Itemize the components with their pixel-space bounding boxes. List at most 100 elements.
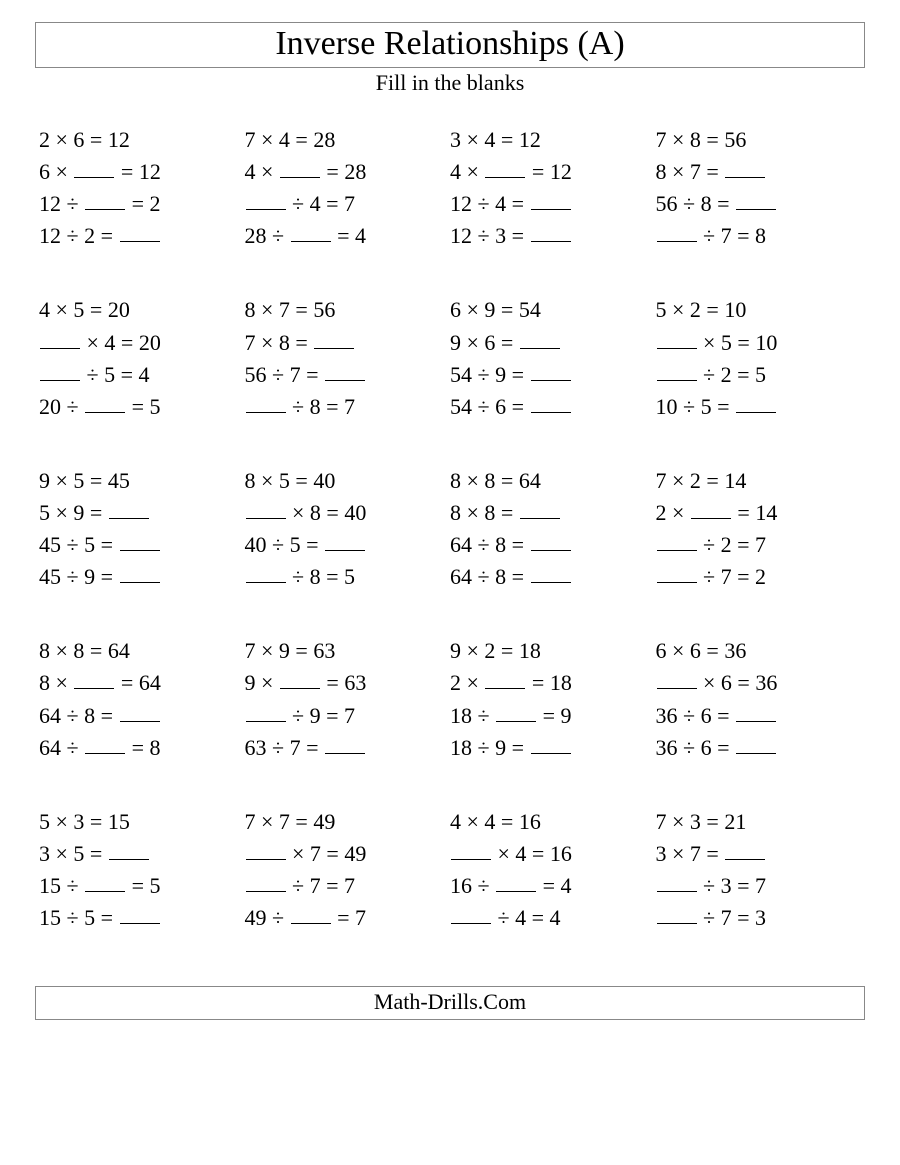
answer-blank[interactable] bbox=[280, 668, 320, 690]
problem-group: 5 × 3 = 153 × 5 = 15 ÷ = 515 ÷ 5 = bbox=[39, 806, 245, 934]
operator: × bbox=[50, 468, 73, 493]
number: 8 bbox=[150, 735, 161, 760]
answer-blank[interactable] bbox=[485, 668, 525, 690]
answer-blank[interactable] bbox=[485, 156, 525, 178]
operator: ÷ bbox=[492, 905, 515, 930]
operator: = bbox=[732, 670, 755, 695]
answer-blank[interactable] bbox=[657, 359, 697, 381]
answer-blank[interactable] bbox=[74, 156, 114, 178]
answer-blank[interactable] bbox=[657, 902, 697, 924]
answer-blank[interactable] bbox=[657, 668, 697, 690]
answer-blank[interactable] bbox=[531, 391, 571, 413]
answer-blank[interactable] bbox=[109, 497, 149, 519]
equation-line: 63 ÷ 7 = bbox=[245, 732, 451, 764]
answer-blank[interactable] bbox=[451, 902, 491, 924]
number: 15 bbox=[108, 809, 130, 834]
answer-blank[interactable] bbox=[725, 156, 765, 178]
equation-line: 7 × 4 = 28 bbox=[245, 124, 451, 156]
equation-line: 64 ÷ = 8 bbox=[39, 732, 245, 764]
equation-line: 36 ÷ 6 = bbox=[656, 700, 862, 732]
answer-blank[interactable] bbox=[246, 838, 286, 860]
answer-blank[interactable] bbox=[291, 220, 331, 242]
problem-group: 5 × 2 = 10 × 5 = 10 ÷ 2 = 510 ÷ 5 = bbox=[656, 294, 862, 422]
answer-blank[interactable] bbox=[120, 700, 160, 722]
number: 9 bbox=[245, 670, 256, 695]
answer-blank[interactable] bbox=[531, 561, 571, 583]
answer-blank[interactable] bbox=[120, 220, 160, 242]
answer-blank[interactable] bbox=[120, 529, 160, 551]
answer-blank[interactable] bbox=[40, 327, 80, 349]
answer-blank[interactable] bbox=[691, 497, 731, 519]
number: 3 bbox=[39, 841, 50, 866]
answer-blank[interactable] bbox=[85, 732, 125, 754]
equation-line: 54 ÷ 6 = bbox=[450, 391, 656, 423]
problem-group: 3 × 4 = 124 × = 1212 ÷ 4 = 12 ÷ 3 = bbox=[450, 124, 656, 252]
number: 9 bbox=[39, 468, 50, 493]
answer-blank[interactable] bbox=[291, 902, 331, 924]
answer-blank[interactable] bbox=[246, 391, 286, 413]
answer-blank[interactable] bbox=[531, 732, 571, 754]
answer-blank[interactable] bbox=[657, 220, 697, 242]
number: 3 bbox=[690, 809, 701, 834]
equation-line: 56 ÷ 8 = bbox=[656, 188, 862, 220]
number: 5 bbox=[279, 468, 290, 493]
answer-blank[interactable] bbox=[280, 156, 320, 178]
number: 8 bbox=[310, 564, 321, 589]
equation-line: 7 × 2 = 14 bbox=[656, 465, 862, 497]
operator: × bbox=[461, 468, 484, 493]
operator: = bbox=[321, 191, 344, 216]
answer-blank[interactable] bbox=[736, 188, 776, 210]
answer-blank[interactable] bbox=[736, 700, 776, 722]
answer-blank[interactable] bbox=[325, 732, 365, 754]
number: 7 bbox=[690, 841, 701, 866]
answer-blank[interactable] bbox=[736, 732, 776, 754]
number: 4 bbox=[495, 191, 506, 216]
answer-blank[interactable] bbox=[657, 561, 697, 583]
answer-blank[interactable] bbox=[246, 497, 286, 519]
answer-blank[interactable] bbox=[85, 391, 125, 413]
operator: ÷ bbox=[267, 362, 290, 387]
operator: × bbox=[50, 500, 73, 525]
answer-blank[interactable] bbox=[246, 700, 286, 722]
answer-blank[interactable] bbox=[531, 220, 571, 242]
answer-blank[interactable] bbox=[325, 529, 365, 551]
answer-blank[interactable] bbox=[496, 870, 536, 892]
answer-blank[interactable] bbox=[520, 327, 560, 349]
answer-blank[interactable] bbox=[74, 668, 114, 690]
number: 2 bbox=[656, 500, 667, 525]
answer-blank[interactable] bbox=[725, 838, 765, 860]
number: 36 bbox=[724, 638, 746, 663]
answer-blank[interactable] bbox=[451, 838, 491, 860]
answer-blank[interactable] bbox=[657, 327, 697, 349]
operator: = bbox=[526, 670, 549, 695]
answer-blank[interactable] bbox=[657, 529, 697, 551]
answer-blank[interactable] bbox=[246, 561, 286, 583]
equation-line: 8 × 7 = bbox=[656, 156, 862, 188]
answer-blank[interactable] bbox=[109, 838, 149, 860]
answer-blank[interactable] bbox=[531, 188, 571, 210]
answer-blank[interactable] bbox=[520, 497, 560, 519]
operator: ÷ bbox=[287, 191, 310, 216]
number: 64 bbox=[450, 532, 472, 557]
number: 9 bbox=[84, 564, 95, 589]
answer-blank[interactable] bbox=[246, 870, 286, 892]
equation-line: 2 × = 14 bbox=[656, 497, 862, 529]
operator: ÷ bbox=[698, 564, 721, 589]
answer-blank[interactable] bbox=[246, 188, 286, 210]
operator: × bbox=[50, 841, 73, 866]
answer-blank[interactable] bbox=[657, 870, 697, 892]
equation-line: ÷ 3 = 7 bbox=[656, 870, 862, 902]
answer-blank[interactable] bbox=[531, 529, 571, 551]
operator: ÷ bbox=[698, 905, 721, 930]
answer-blank[interactable] bbox=[531, 359, 571, 381]
answer-blank[interactable] bbox=[85, 870, 125, 892]
answer-blank[interactable] bbox=[325, 359, 365, 381]
answer-blank[interactable] bbox=[120, 902, 160, 924]
answer-blank[interactable] bbox=[120, 561, 160, 583]
answer-blank[interactable] bbox=[314, 327, 354, 349]
answer-blank[interactable] bbox=[40, 359, 80, 381]
operator: × bbox=[50, 297, 73, 322]
answer-blank[interactable] bbox=[496, 700, 536, 722]
answer-blank[interactable] bbox=[736, 391, 776, 413]
answer-blank[interactable] bbox=[85, 188, 125, 210]
